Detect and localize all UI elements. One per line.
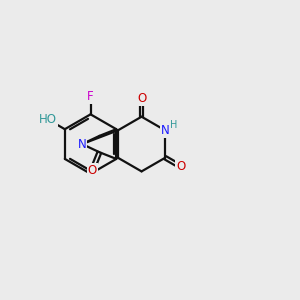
- Text: N: N: [161, 124, 170, 137]
- Text: F: F: [87, 90, 94, 103]
- Text: HO: HO: [39, 113, 57, 126]
- Text: O: O: [137, 92, 146, 105]
- Text: O: O: [176, 160, 185, 173]
- Text: O: O: [88, 164, 97, 177]
- Text: N: N: [78, 138, 86, 151]
- Text: H: H: [170, 120, 177, 130]
